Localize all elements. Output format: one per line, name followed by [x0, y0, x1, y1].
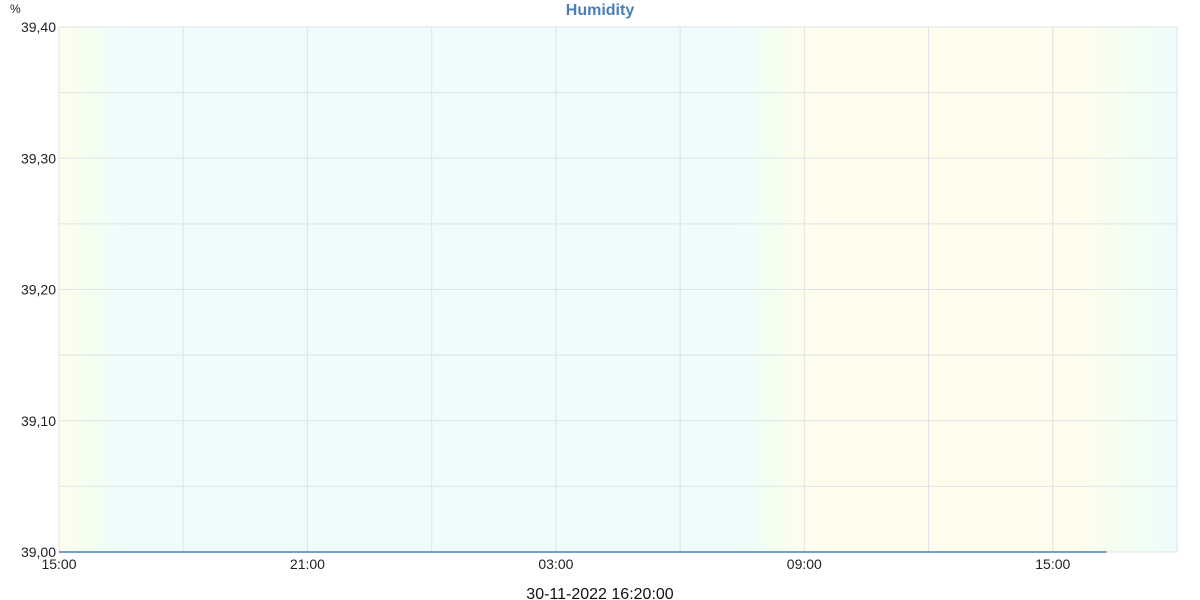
y-tick-labels: 39,00 39,10 39,20 39,30 39,40 [21, 19, 56, 560]
x-tick-label: 03:00 [538, 556, 573, 572]
x-tick-label: 15:00 [1035, 556, 1070, 572]
x-tick-label: 15:00 [41, 556, 76, 572]
y-tick-label: 39,40 [21, 19, 56, 35]
x-tick-label: 21:00 [290, 556, 325, 572]
x-tick-labels: 15:00 21:00 03:00 09:00 15:00 [41, 556, 1070, 572]
timestamp-label: 30-11-2022 16:20:00 [526, 586, 673, 600]
chart-title: Humidity [566, 2, 635, 19]
y-tick-label: 39,00 [21, 544, 56, 560]
x-tick-label: 09:00 [787, 556, 822, 572]
y-tick-label: 39,30 [21, 150, 56, 166]
y-axis-unit: % [10, 2, 21, 16]
y-tick-label: 39,10 [21, 413, 56, 429]
grid-lines [58, 26, 1178, 553]
y-tick-label: 39,20 [21, 282, 56, 298]
